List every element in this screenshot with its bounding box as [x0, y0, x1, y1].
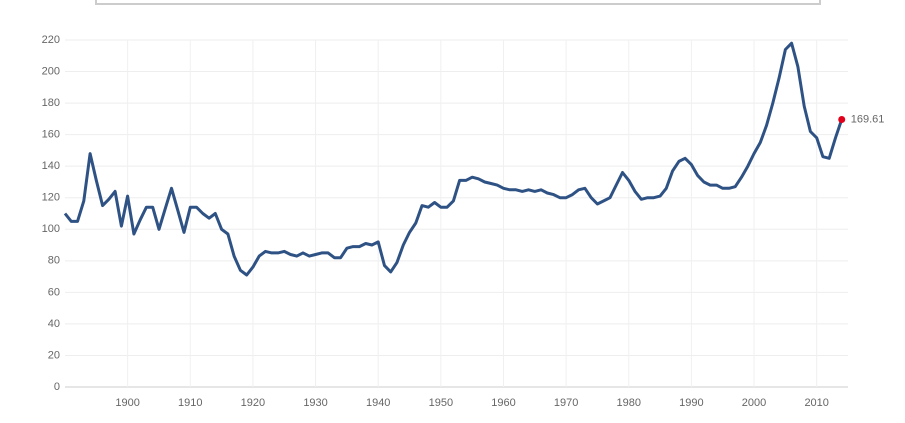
x-tick-label: 1910: [178, 397, 202, 409]
x-tick-label: 1950: [429, 397, 453, 409]
x-tick-label: 1980: [617, 397, 641, 409]
x-tick-label: 1940: [366, 397, 390, 409]
y-tick-label: 20: [48, 349, 60, 361]
line: [63, 41, 844, 277]
x-tick-label: 1970: [554, 397, 578, 409]
x-tick-label: 1960: [491, 397, 515, 409]
y-tick-label: 40: [48, 318, 60, 330]
y-tick-label: 100: [42, 223, 60, 235]
x-tick-label: 1920: [241, 397, 265, 409]
x-tick-label: 2000: [742, 397, 766, 409]
x-tick-label: 1900: [115, 397, 139, 409]
x-tick-label: 1930: [303, 397, 327, 409]
y-tick-label: 120: [42, 192, 60, 204]
y-tick-label: 60: [48, 286, 60, 298]
x-tick-label: 2010: [804, 397, 828, 409]
x-tick-label: 1990: [679, 397, 703, 409]
y-tick-label: 220: [42, 34, 60, 46]
y-tick-label: 200: [42, 65, 60, 77]
top-box: [95, 0, 821, 5]
y-tick-label: 0: [54, 381, 60, 393]
end-label: 169.61: [851, 113, 885, 125]
y-tick-label: 180: [42, 97, 60, 109]
y-tick-label: 140: [42, 160, 60, 172]
y-tick-label: 160: [42, 129, 60, 141]
end-point: [838, 115, 846, 123]
y-tick-label: 80: [48, 255, 60, 267]
